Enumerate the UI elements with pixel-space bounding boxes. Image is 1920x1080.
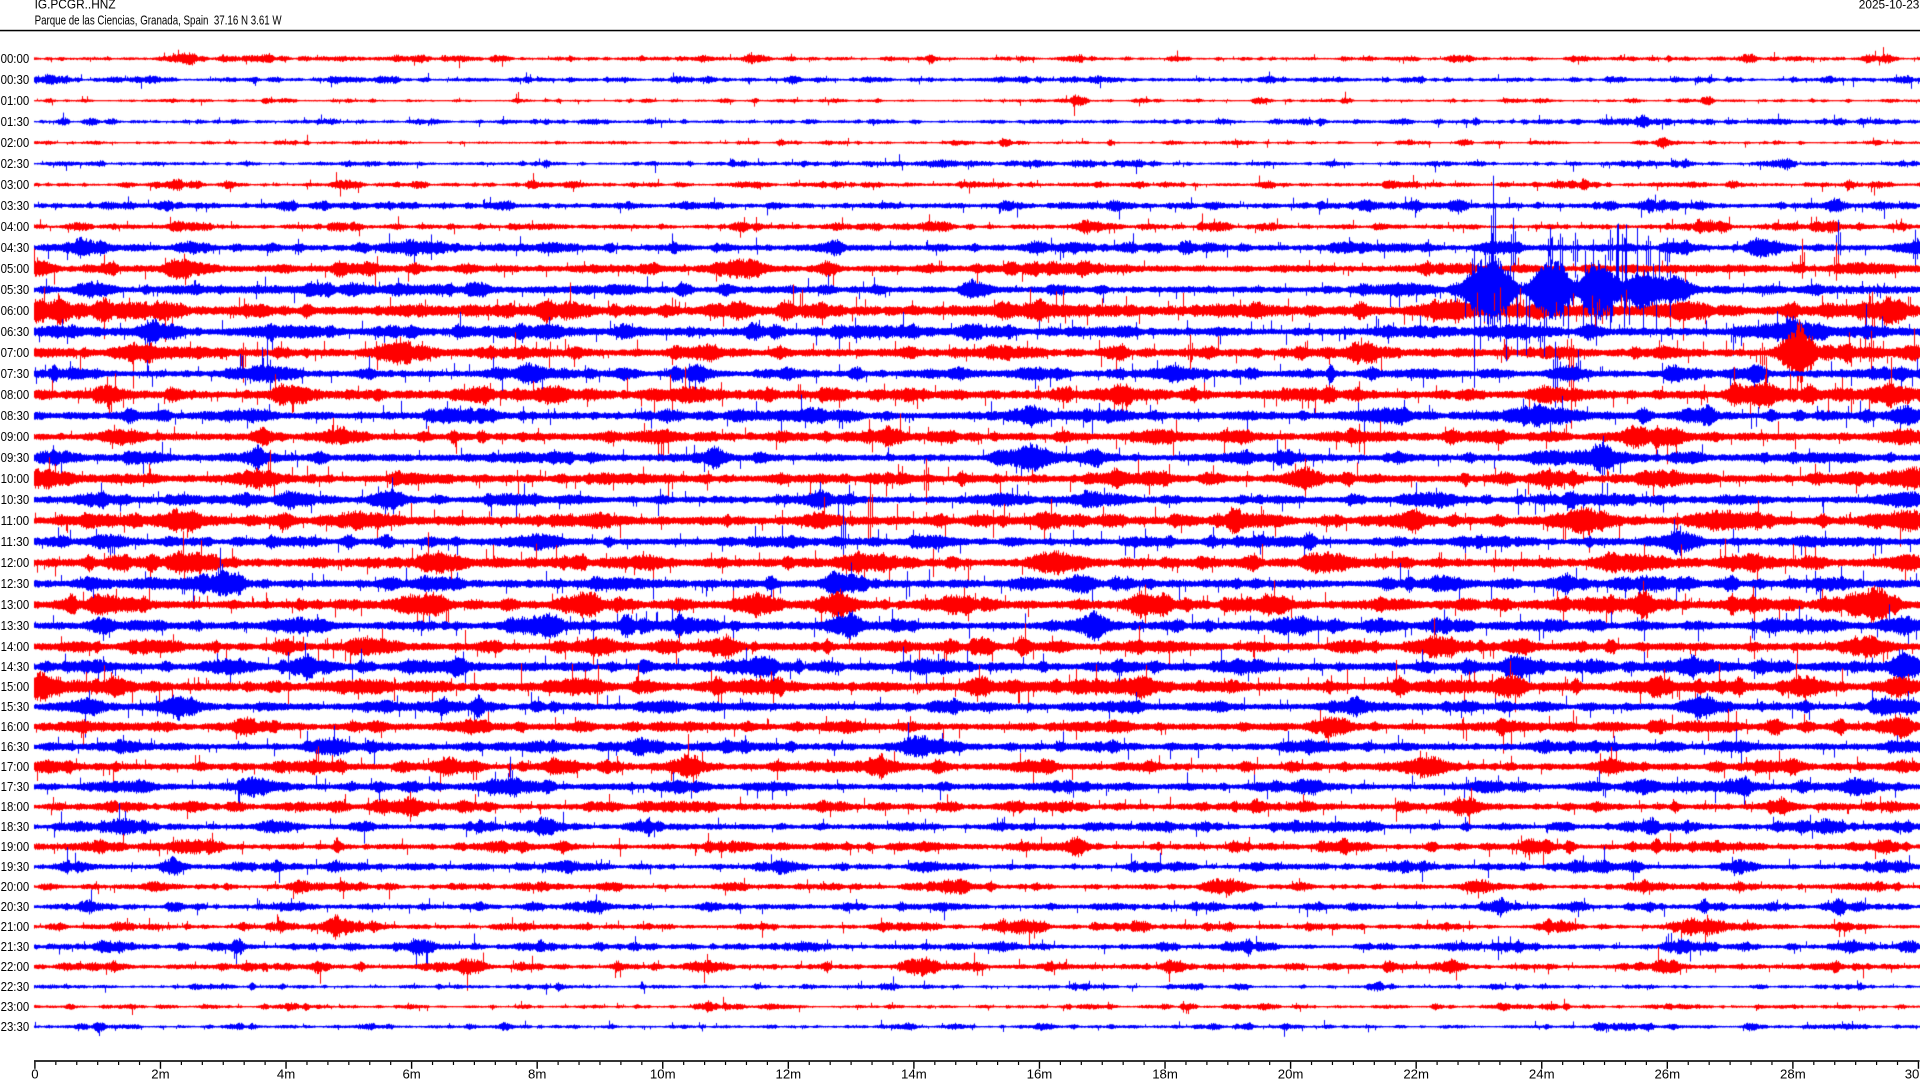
svg-text:07:30: 07:30 [1, 366, 30, 381]
svg-text:00:30: 00:30 [1, 72, 30, 87]
svg-text:01:00: 01:00 [1, 93, 30, 108]
svg-text:20:00: 20:00 [1, 879, 30, 894]
svg-text:8m: 8m [528, 1066, 546, 1080]
svg-text:30: 30 [1905, 1066, 1920, 1080]
svg-text:15:30: 15:30 [1, 699, 30, 714]
svg-text:22:00: 22:00 [1, 959, 30, 974]
svg-text:23:00: 23:00 [1, 999, 30, 1014]
svg-text:06:30: 06:30 [1, 324, 30, 339]
svg-text:06:00: 06:00 [1, 303, 30, 318]
svg-text:11:00: 11:00 [1, 513, 30, 528]
svg-text:IG.PCGR..HNZ: IG.PCGR..HNZ [35, 0, 116, 12]
svg-text:05:30: 05:30 [1, 282, 30, 297]
svg-text:Parque de las Ciencias, Granad: Parque de las Ciencias, Granada, Spain 3… [35, 12, 283, 27]
svg-text:05:00: 05:00 [1, 261, 30, 276]
svg-text:02:00: 02:00 [1, 135, 30, 150]
svg-text:10m: 10m [650, 1066, 676, 1080]
svg-text:17:00: 17:00 [1, 759, 30, 774]
svg-text:10:30: 10:30 [1, 492, 30, 507]
svg-text:21:30: 21:30 [1, 939, 30, 954]
svg-text:20m: 20m [1278, 1066, 1304, 1080]
svg-text:22:30: 22:30 [1, 979, 30, 994]
svg-text:4m: 4m [277, 1066, 295, 1080]
svg-text:19:30: 19:30 [1, 859, 30, 874]
svg-text:04:30: 04:30 [1, 240, 30, 255]
svg-text:24m: 24m [1529, 1066, 1555, 1080]
svg-text:12:30: 12:30 [1, 576, 30, 591]
svg-text:21:00: 21:00 [1, 919, 30, 934]
svg-text:09:00: 09:00 [1, 429, 30, 444]
svg-text:14m: 14m [901, 1066, 927, 1080]
svg-text:19:00: 19:00 [1, 839, 30, 854]
svg-text:03:00: 03:00 [1, 177, 30, 192]
svg-text:23:30: 23:30 [1, 1019, 30, 1034]
svg-text:18m: 18m [1152, 1066, 1178, 1080]
svg-text:03:30: 03:30 [1, 198, 30, 213]
svg-text:13:30: 13:30 [1, 618, 30, 633]
svg-text:0: 0 [31, 1066, 38, 1080]
svg-text:07:00: 07:00 [1, 345, 30, 360]
svg-text:13:00: 13:00 [1, 597, 30, 612]
svg-text:16:00: 16:00 [1, 719, 30, 734]
svg-text:17:30: 17:30 [1, 779, 30, 794]
svg-text:08:30: 08:30 [1, 408, 30, 423]
svg-text:2m: 2m [151, 1066, 169, 1080]
svg-text:15:00: 15:00 [1, 679, 30, 694]
svg-text:20:30: 20:30 [1, 899, 30, 914]
svg-text:6m: 6m [402, 1066, 420, 1080]
svg-text:28m: 28m [1780, 1066, 1806, 1080]
svg-text:02:30: 02:30 [1, 156, 30, 171]
svg-text:04:00: 04:00 [1, 219, 30, 234]
svg-text:16m: 16m [1027, 1066, 1053, 1080]
svg-text:01:30: 01:30 [1, 114, 30, 129]
svg-text:08:00: 08:00 [1, 387, 30, 402]
svg-text:18:00: 18:00 [1, 799, 30, 814]
svg-text:14:00: 14:00 [1, 639, 30, 654]
svg-text:10:00: 10:00 [1, 471, 30, 486]
svg-text:22m: 22m [1403, 1066, 1429, 1080]
svg-text:14:30: 14:30 [1, 659, 30, 674]
svg-text:11:30: 11:30 [1, 534, 30, 549]
svg-text:12:00: 12:00 [1, 555, 30, 570]
svg-text:2025-10-23: 2025-10-23 [1859, 0, 1920, 12]
svg-text:12m: 12m [775, 1066, 801, 1080]
svg-text:16:30: 16:30 [1, 739, 30, 754]
svg-text:00:00: 00:00 [1, 51, 30, 66]
svg-text:09:30: 09:30 [1, 450, 30, 465]
svg-text:26m: 26m [1654, 1066, 1680, 1080]
svg-text:18:30: 18:30 [1, 819, 30, 834]
